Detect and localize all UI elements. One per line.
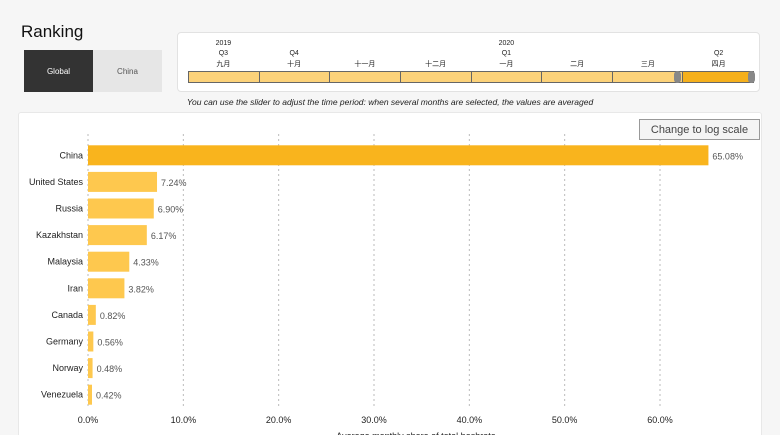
x-tick-label: 20.0%: [266, 415, 292, 425]
value-label: 3.82%: [128, 284, 154, 294]
tab-china[interactable]: China: [93, 50, 162, 92]
timeline-quarter-label: Q1: [501, 50, 512, 57]
bar-united-states: [88, 171, 158, 192]
bar-kazakhstan: [88, 225, 147, 246]
value-label: 6.17%: [151, 231, 177, 241]
category-label: Venezuela: [41, 390, 83, 400]
category-label: Germany: [46, 337, 84, 347]
x-tick-label: 30.0%: [361, 415, 387, 425]
bar-china: [88, 145, 709, 166]
x-tick-label: 40.0%: [457, 415, 483, 425]
timeline-quarter-label: Q2: [713, 50, 724, 57]
value-label: 65.08%: [712, 151, 743, 161]
timeline-month-label: 四月: [711, 61, 726, 68]
bar-russia: [88, 198, 154, 219]
timeline-month-label: 二月: [570, 61, 585, 68]
value-label: 4.33%: [133, 258, 159, 268]
timeline-month-label: 九月: [216, 61, 231, 68]
timeline-month-label: 一月: [499, 61, 514, 68]
timeline-segment[interactable]: [329, 71, 400, 83]
x-tick-label: 0.0%: [78, 415, 99, 425]
log-scale-button[interactable]: Change to log scale: [639, 119, 760, 140]
bar-malaysia: [88, 251, 130, 272]
timeline-month-label: 三月: [640, 61, 655, 68]
bar-venezuela: [88, 384, 93, 405]
timeline-segment[interactable]: [399, 71, 471, 83]
chart-panel: [18, 112, 762, 435]
timeline-year-label: 2019: [215, 40, 232, 47]
timeline-segment[interactable]: [470, 71, 542, 83]
timeline-segment[interactable]: [541, 71, 612, 83]
slider-right-handle[interactable]: [748, 71, 755, 83]
tab-global[interactable]: Global: [24, 50, 93, 92]
category-label: China: [59, 150, 83, 160]
x-tick-label: 60.0%: [647, 415, 673, 425]
timeline-segment[interactable]: [258, 71, 330, 83]
x-tick-label: 50.0%: [552, 415, 578, 425]
value-label: 0.42%: [96, 391, 122, 401]
timeline-year-label: 2020: [498, 40, 515, 47]
value-label: 6.90%: [158, 205, 184, 215]
value-label: 0.48%: [97, 364, 123, 374]
timeline-segment[interactable]: [188, 71, 259, 83]
value-label: 0.56%: [97, 338, 123, 348]
bar-germany: [88, 331, 94, 352]
value-label: 7.24%: [161, 178, 187, 188]
time-period-slider[interactable]: 2019 Q3 九月 Q4 十月 十一月 十二月 2020 Q1 一月 二月 三月 Q2 四月: [177, 32, 760, 92]
slider-left-handle[interactable]: [674, 71, 681, 83]
slider-hint: You can use the slider to adjust the tim…: [186, 97, 594, 107]
timeline-month-label: 十一月: [354, 61, 376, 68]
timeline-month-label: 十二月: [425, 61, 447, 68]
category-label: Canada: [51, 310, 83, 320]
timeline-quarter-label: Q4: [289, 50, 299, 57]
category-label: Norway: [52, 363, 83, 373]
bar-canada: [88, 304, 96, 325]
category-label: Malaysia: [47, 257, 83, 267]
category-label: United States: [29, 177, 84, 187]
timeline-quarter-label: Q3: [218, 50, 229, 57]
region-tabs: Global China: [24, 50, 162, 92]
bar-norway: [88, 358, 93, 379]
timeline-track[interactable]: [188, 71, 754, 83]
timeline-month-label: 十月: [287, 61, 302, 68]
timeline-segment[interactable]: [611, 71, 683, 83]
category-label: Kazakhstan: [36, 230, 83, 240]
category-label: Iran: [67, 283, 83, 293]
page-title: Ranking: [21, 22, 84, 41]
x-axis-label: Average monthly share of total hashrate: [336, 431, 495, 435]
category-label: Russia: [55, 204, 83, 214]
bar-iran: [88, 278, 125, 299]
value-label: 0.82%: [100, 311, 126, 321]
x-tick-label: 10.0%: [171, 415, 197, 425]
